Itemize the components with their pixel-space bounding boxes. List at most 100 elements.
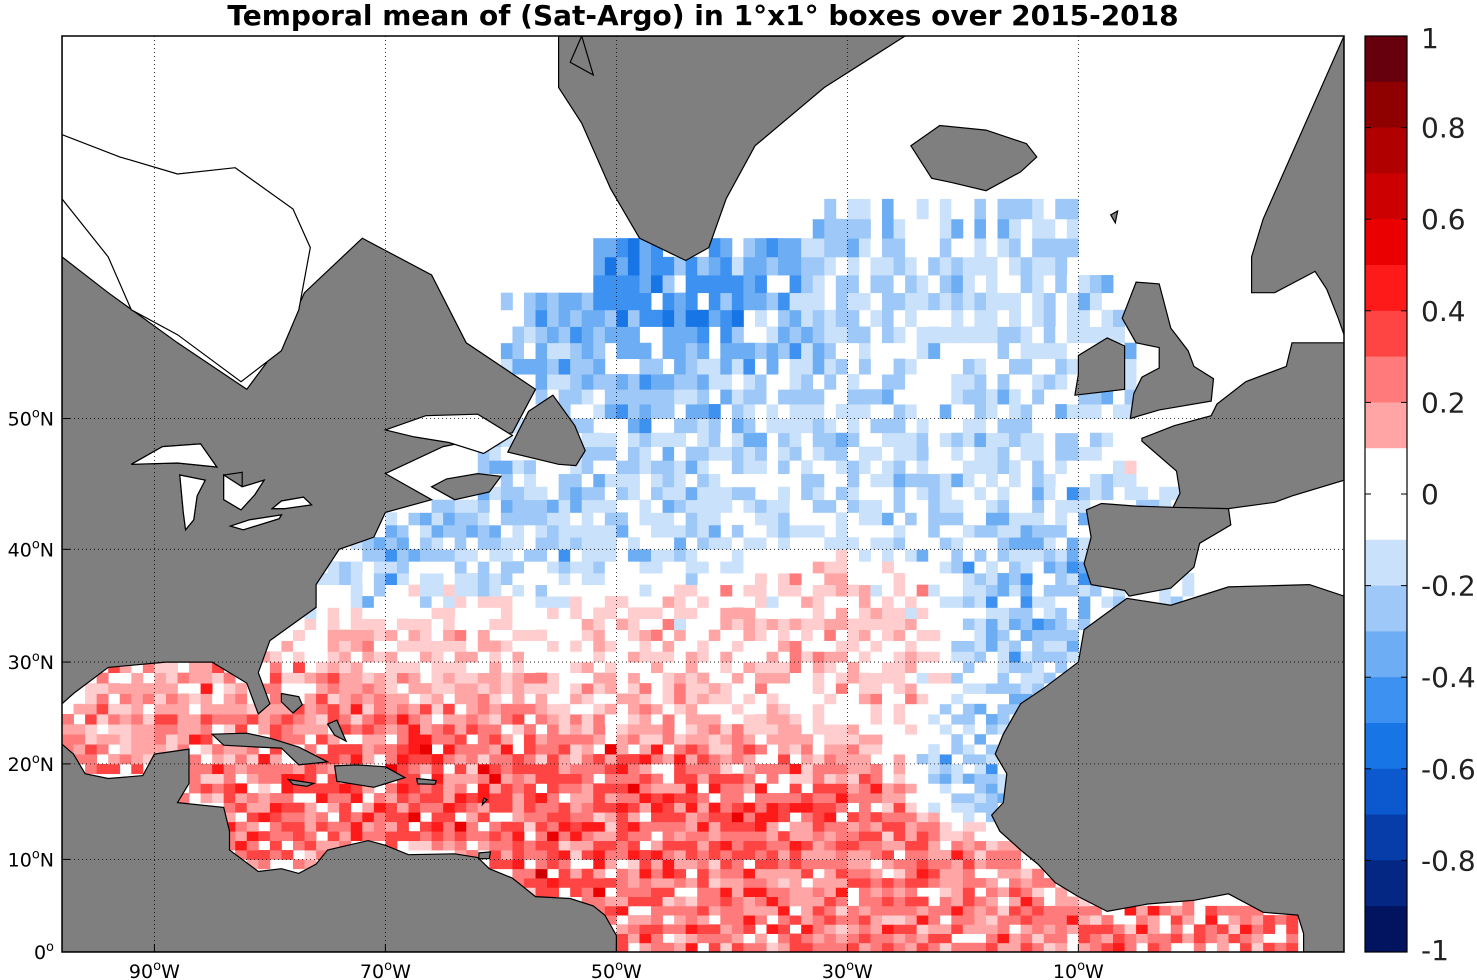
data-cell — [1078, 933, 1091, 944]
data-cell — [905, 878, 918, 888]
data-cell — [535, 878, 548, 888]
data-cell — [96, 714, 109, 725]
data-cell — [674, 693, 687, 705]
data-cell — [882, 724, 894, 735]
data-cell — [535, 342, 548, 360]
data-cell — [674, 524, 687, 538]
data-cell — [743, 763, 756, 775]
data-cell — [431, 754, 444, 765]
data-cell — [720, 537, 733, 550]
data-cell — [1032, 942, 1045, 952]
data-cell — [500, 549, 513, 562]
data-cell — [858, 812, 871, 823]
data-cell — [824, 703, 837, 715]
data-cell — [801, 714, 814, 725]
data-cell — [420, 596, 432, 608]
data-cell — [350, 831, 363, 842]
data-cell — [997, 326, 1010, 344]
data-cell — [1251, 942, 1264, 952]
data-cell — [627, 618, 640, 631]
data-cell — [246, 763, 259, 775]
data-cell — [362, 596, 375, 608]
data-cell — [916, 537, 929, 550]
data-cell — [905, 486, 918, 501]
data-cell — [974, 802, 987, 813]
data-cell — [593, 850, 606, 860]
data-cell — [870, 596, 883, 608]
data-cell — [512, 342, 525, 360]
data-cell — [662, 683, 675, 694]
data-cell — [697, 714, 710, 725]
data-cell — [674, 763, 687, 775]
data-cell — [535, 292, 548, 311]
data-cell — [327, 662, 340, 674]
data-cell — [570, 549, 583, 562]
data-cell — [835, 596, 848, 608]
data-cell — [1043, 651, 1056, 663]
data-cell — [512, 802, 525, 813]
data-cell — [685, 256, 698, 276]
data-cell — [189, 744, 201, 755]
data-cell — [939, 549, 952, 562]
data-cell — [246, 703, 259, 715]
data-cell — [893, 374, 906, 390]
colorbar-segment — [1365, 814, 1407, 861]
data-cell — [292, 812, 305, 823]
data-cell — [743, 868, 756, 879]
data-cell — [835, 218, 848, 239]
data-cell — [720, 460, 733, 475]
data-cell — [1009, 651, 1022, 663]
data-cell — [281, 773, 294, 784]
data-cell — [731, 672, 744, 684]
data-cell — [789, 549, 802, 562]
data-cell — [639, 549, 652, 562]
data-cell — [824, 915, 837, 925]
data-cell — [812, 561, 825, 574]
data-cell — [939, 238, 952, 258]
data-cell — [85, 734, 98, 745]
data-cell — [916, 486, 929, 501]
data-cell — [339, 714, 352, 725]
data-cell — [778, 326, 791, 344]
data-cell — [997, 374, 1010, 390]
data-cell — [616, 256, 629, 276]
data-cell — [547, 292, 560, 311]
data-cell — [373, 607, 386, 619]
data-cell — [1043, 432, 1056, 448]
data-cell — [558, 878, 571, 888]
data-cell — [512, 812, 525, 823]
data-cell — [870, 573, 883, 586]
data-cell — [1101, 915, 1114, 925]
data-cell — [882, 693, 894, 705]
data-cell — [408, 618, 421, 631]
data-cell — [408, 703, 421, 715]
data-cell — [720, 238, 733, 258]
data-cell — [985, 662, 998, 674]
data-cell — [985, 326, 998, 344]
data-cell — [627, 831, 640, 842]
data-cell — [639, 275, 652, 294]
data-cell — [535, 850, 548, 860]
data-cell — [685, 924, 698, 934]
data-cell — [662, 629, 675, 641]
data-cell — [985, 905, 998, 916]
data-cell — [974, 460, 987, 475]
data-cell — [893, 537, 906, 550]
data-cell — [835, 629, 848, 641]
data-cell — [905, 783, 918, 794]
data-cell — [962, 905, 975, 916]
data-cell — [1009, 198, 1022, 220]
data-cell — [1032, 432, 1045, 448]
data-cell — [697, 460, 710, 475]
data-cell — [662, 840, 675, 851]
data-cell — [997, 218, 1010, 239]
data-cell — [593, 878, 606, 888]
data-cell — [801, 859, 814, 870]
data-cell — [651, 651, 663, 663]
colorbar-segment — [1365, 127, 1407, 174]
data-cell — [708, 933, 721, 944]
data-cell — [1032, 499, 1045, 513]
data-cell — [708, 868, 721, 879]
data-cell — [731, 905, 744, 916]
data-cell — [269, 821, 282, 832]
